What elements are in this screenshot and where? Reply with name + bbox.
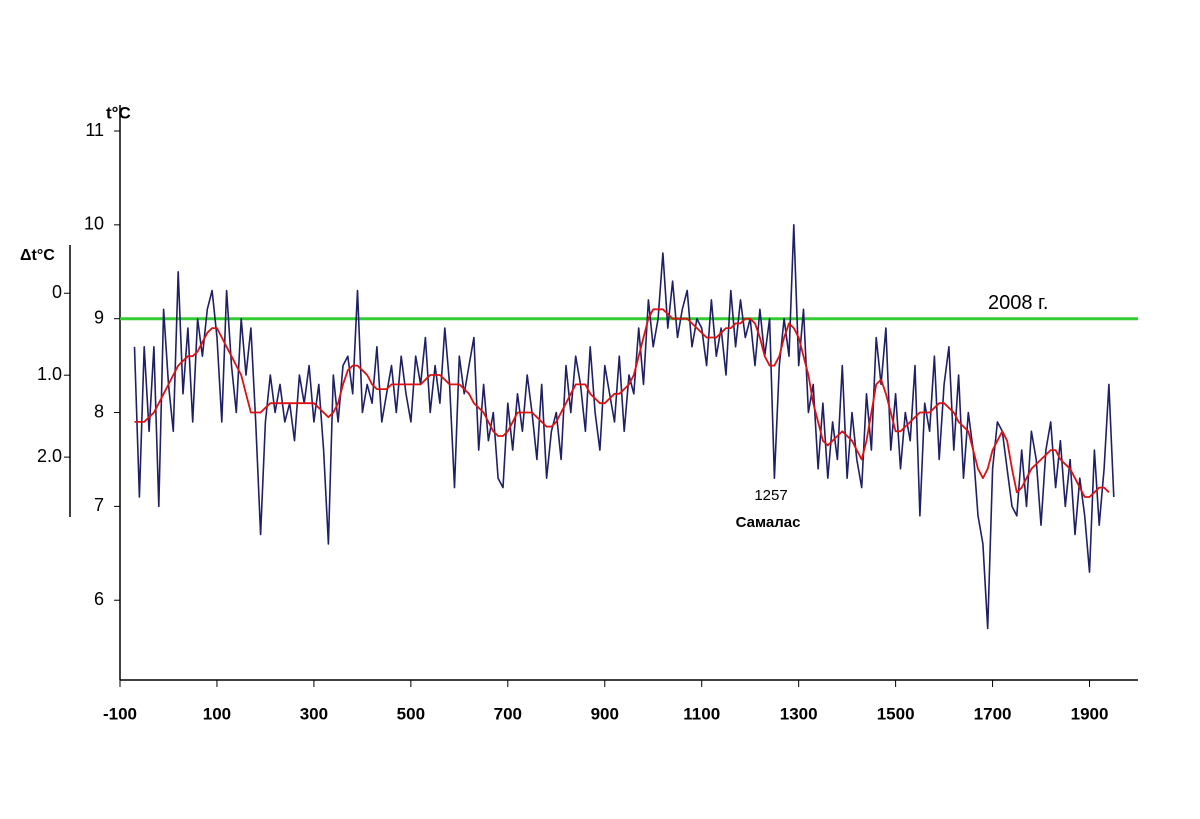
y2-tick-label: 0 [52, 282, 62, 302]
y-tick-label: 6 [94, 589, 104, 609]
y-tick-label: 10 [84, 214, 104, 234]
y2-axis-label: Δt°C [20, 247, 55, 264]
series-line [134, 308, 1110, 498]
x-tick-label: 1700 [974, 704, 1012, 723]
x-tick-label: -100 [103, 704, 137, 723]
annotation: Самалас [736, 514, 801, 531]
x-tick-label: 1300 [780, 704, 818, 723]
x-tick-label: 1100 [683, 704, 720, 723]
y2-tick-label: 1.0 [37, 364, 62, 384]
x-tick-label: 500 [397, 704, 425, 723]
x-tick-label: 1500 [877, 704, 915, 723]
y-axis-label: t°C [106, 103, 131, 122]
reference-label: 2008 г. [988, 292, 1048, 314]
x-tick-label: 1900 [1071, 704, 1109, 723]
annotation: 1257 [754, 487, 787, 504]
y-tick-label: 7 [94, 495, 104, 515]
series-line [133, 224, 1115, 630]
x-tick-label: 700 [494, 704, 522, 723]
y-tick-label: 8 [94, 401, 104, 421]
x-tick-label: 900 [591, 704, 619, 723]
x-tick-label: 300 [300, 704, 328, 723]
y2-tick-label: 2.0 [37, 446, 62, 466]
x-tick-label: 100 [203, 704, 231, 723]
y-tick-label: 9 [94, 307, 104, 327]
y-tick-label: 11 [85, 120, 104, 140]
